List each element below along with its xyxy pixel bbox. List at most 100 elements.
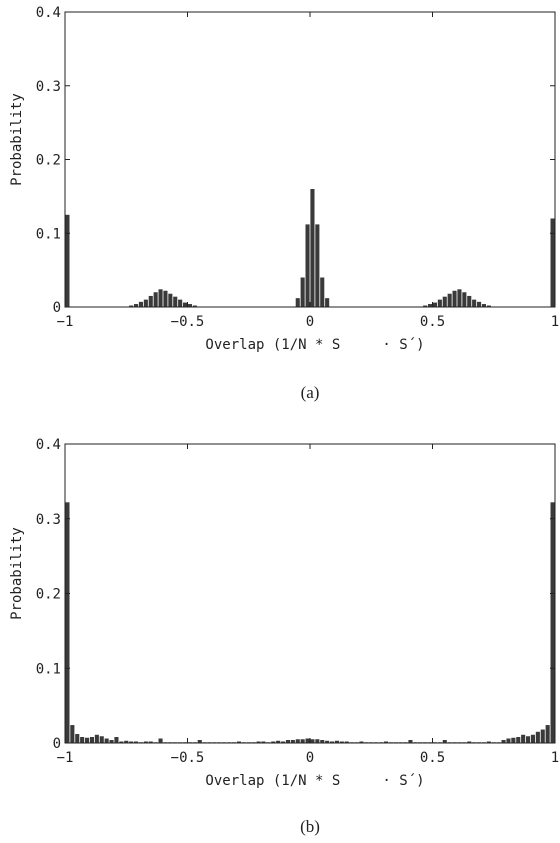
bar	[153, 292, 158, 307]
plot-frame	[64, 11, 556, 308]
bar	[330, 741, 335, 743]
y-tick-label: 0	[53, 300, 61, 316]
bars	[65, 189, 555, 308]
bar	[163, 290, 168, 307]
bar	[65, 502, 70, 743]
y-tick-label: 0.1	[36, 661, 61, 677]
bar	[119, 741, 124, 743]
bar	[477, 301, 482, 307]
bar	[178, 299, 183, 308]
bar	[339, 741, 344, 743]
bar	[315, 739, 320, 743]
plot-frame	[64, 443, 556, 744]
x-tick-label: 0.5	[420, 750, 445, 766]
y-tick-label: 0.4	[36, 5, 61, 21]
bar	[467, 741, 472, 743]
bar	[104, 738, 109, 743]
bar	[320, 277, 325, 307]
bar	[158, 738, 163, 743]
bar	[236, 741, 241, 743]
bar	[437, 299, 442, 308]
bar	[114, 737, 119, 743]
y-axis-title: Probability	[9, 93, 25, 186]
x-tick-label: −1	[57, 314, 74, 330]
bar	[320, 740, 325, 743]
bar	[486, 305, 491, 307]
bar	[408, 740, 413, 743]
bar	[158, 289, 163, 307]
bar	[325, 740, 330, 743]
bar	[85, 737, 90, 743]
bar	[530, 734, 535, 743]
y-tick-label: 0.2	[36, 153, 61, 169]
bar	[516, 737, 521, 743]
bar	[75, 734, 80, 743]
bar	[124, 740, 129, 743]
bar	[94, 734, 99, 743]
bar	[290, 740, 295, 743]
bar	[481, 304, 486, 307]
bar	[300, 277, 305, 307]
bar	[550, 218, 555, 307]
y-tick-label: 0.3	[36, 512, 61, 528]
bar	[99, 736, 104, 743]
bar	[506, 738, 511, 743]
bar	[285, 740, 290, 743]
bar	[187, 304, 192, 307]
panel-caption: (b)	[300, 817, 320, 836]
bar	[467, 295, 472, 307]
bar	[173, 296, 178, 307]
bar	[148, 295, 153, 307]
bar	[545, 725, 550, 743]
bar	[197, 740, 202, 743]
bar	[462, 292, 467, 307]
bar	[271, 741, 276, 743]
bar	[305, 224, 310, 307]
bar	[452, 290, 457, 307]
bar	[428, 304, 433, 307]
bar	[261, 741, 266, 743]
x-tick-label: 1	[551, 750, 559, 766]
x-axis-title: Overlap (1/N * S · S´)	[205, 337, 424, 353]
bar	[65, 214, 70, 307]
bar	[129, 741, 134, 743]
bar	[310, 189, 315, 307]
bar	[486, 741, 491, 743]
bar	[143, 299, 148, 308]
bar	[129, 305, 134, 307]
bar	[134, 741, 139, 743]
bar	[359, 741, 364, 743]
bar	[305, 738, 310, 743]
bar	[432, 302, 437, 307]
bar	[148, 741, 153, 743]
x-tick-label: 0	[306, 750, 314, 766]
chart-panel-b: 0 0.1 0.2 0.3 0.4 −1 −0.5 0 0.5 1 Overlap (1/N * S…	[0, 430, 560, 843]
bar	[472, 299, 477, 308]
chart-b-svg: 0 0.1 0.2 0.3 0.4 −1 −0.5 0 0.5 1 Overlap (1/N * S…	[9, 437, 559, 836]
y-tick-label: 0	[53, 736, 61, 752]
bar	[442, 740, 447, 743]
bar	[89, 737, 94, 743]
bar	[540, 729, 545, 743]
bar	[80, 737, 85, 743]
bar	[383, 741, 388, 743]
bar	[535, 731, 540, 743]
bar	[442, 296, 447, 307]
x-tick-label: −0.5	[171, 750, 205, 766]
bar	[192, 305, 197, 307]
x-tick-label: 0.5	[420, 314, 445, 330]
bar	[310, 739, 315, 743]
bar	[315, 224, 320, 307]
bar	[138, 301, 143, 307]
x-axis-title: Overlap (1/N * S · S´)	[205, 773, 424, 789]
y-tick-label: 0.3	[36, 79, 61, 95]
chart-panel-a: 0 0.1 0.2 0.3 0.4 −1 −0.5 0 0.5 1 Overlap (1/N * S…	[0, 0, 560, 410]
bar	[256, 741, 261, 743]
bar	[521, 734, 526, 743]
bar	[447, 293, 452, 307]
bar	[281, 741, 286, 743]
bar	[70, 725, 75, 743]
bar	[501, 740, 506, 743]
bar	[423, 305, 428, 307]
x-tick-label: −0.5	[171, 314, 205, 330]
